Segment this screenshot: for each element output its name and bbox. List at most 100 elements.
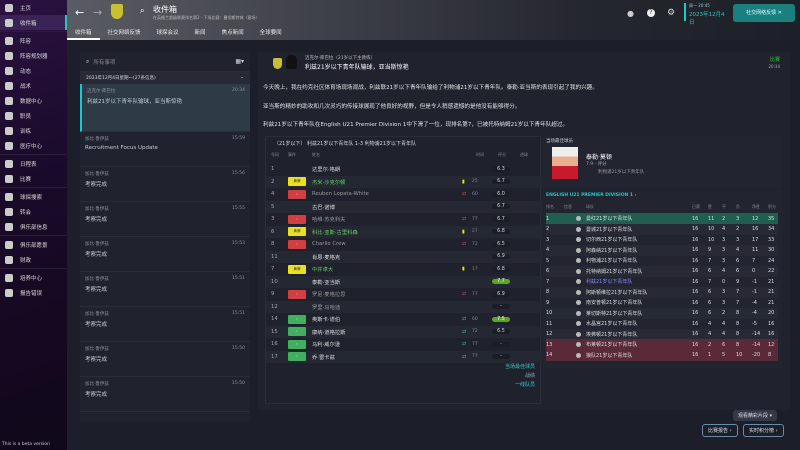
player-row[interactable]: 6 黄牌 科比·亚斯·古里科森 ▮ 27 6.8 — [266, 225, 542, 238]
player-row[interactable]: 5 古巴·诺博 6.7 — [266, 200, 542, 213]
player-row[interactable]: 14 › 奥斯卡·道伯 ⇄ 60 7.5 — [266, 313, 542, 325]
sidebar-item[interactable]: 数据中心 — [0, 93, 67, 108]
sidebar-item[interactable]: 财政 — [0, 252, 67, 267]
link[interactable]: 一线队员 — [514, 382, 535, 388]
league-row[interactable]: 3 切尔西21岁以下青年队 16 10 3 3 17 33 — [546, 236, 775, 244]
column-header[interactable]: 进球 — [520, 152, 528, 157]
link[interactable]: 当场最佳球员 — [504, 364, 535, 370]
player-row[interactable]: 3 ‹ 哈维·苏克利夫 ⇄ 77 6.7 — [266, 213, 542, 225]
inbox-message[interactable]: 加比·鲁伊兹 15:55 考察完成 — [80, 202, 250, 237]
message-sender[interactable]: 迈克尔·库巴拉（21岁以下主教练） — [305, 56, 376, 61]
inbox-message[interactable]: 加比·鲁伊兹 15:56 考察完成 — [80, 167, 250, 202]
league-row[interactable]: 7 利兹21岁以下青年队 16 7 0 9 -1 21 — [546, 278, 775, 286]
league-row[interactable]: 9 南安普顿21岁以下青年队 16 6 3 7 -4 21 — [546, 299, 775, 307]
sidebar-item[interactable]: 阵容规划器 — [0, 48, 67, 63]
player-row[interactable]: 8 ‹ Charlie Crew ⇄ 72 6.5 — [266, 238, 542, 250]
player-row[interactable]: 9 ‹ 罗尼·麦格拉思 ⇄ 77 6.9 — [266, 288, 542, 300]
column-header[interactable]: 胜 — [708, 204, 712, 209]
league-row[interactable]: 13 布莱顿21岁以下青年队 16 2 6 8 -14 12 — [546, 339, 778, 350]
sidebar-item[interactable]: 报告错误 — [0, 285, 67, 300]
sidebar-item[interactable]: 阵容 — [0, 33, 67, 48]
league-row[interactable]: 14 狼队21岁以下青年队 16 1 5 10 -20 8 — [546, 349, 778, 361]
search-input[interactable]: ⌕ 所有事项 ▦▾ — [80, 52, 250, 72]
league-row[interactable]: 1 曼红21岁以下青年队 16 11 2 3 12 35 — [546, 213, 778, 224]
club-badge-icon[interactable] — [111, 4, 123, 19]
search-icon[interactable]: ⌕ — [140, 6, 145, 15]
column-header[interactable]: 时间 — [476, 152, 484, 157]
column-header[interactable]: 姓名 — [312, 152, 320, 157]
column-header[interactable]: 号码 — [271, 152, 279, 157]
watch-highlights-button[interactable]: 观看精彩片段 ▾ — [733, 410, 778, 421]
settings-icon[interactable]: ⚙ — [667, 8, 676, 18]
league-row[interactable]: 4 阿森纳21岁以下青年队 16 9 3 4 11 30 — [546, 244, 778, 256]
match-report-button[interactable]: 比赛报告 › — [702, 424, 738, 437]
sidebar-item[interactable]: 训练 — [0, 123, 67, 138]
player-row[interactable]: 11 肖恩·麦格克 6.9 — [266, 250, 542, 263]
tab[interactable]: 新闻 — [194, 30, 206, 36]
column-header[interactable]: 事件 — [288, 152, 296, 157]
player-row[interactable]: 2 黄牌 杰米·沙克尔顿 ▮ 25 6.7 — [266, 175, 542, 188]
league-row[interactable]: 2 曼城21岁以下青年队 16 10 4 2 16 34 — [546, 223, 778, 235]
forward-icon[interactable]: → — [93, 6, 103, 19]
league-row[interactable]: 12 埃弗顿21岁以下青年队 16 4 4 8 -14 16 — [546, 328, 778, 340]
sidebar-item[interactable]: 主页 — [0, 0, 67, 15]
column-header[interactable]: 球队 — [586, 204, 594, 209]
column-header[interactable]: 评分 — [498, 152, 506, 157]
player-row[interactable]: 1 达里尔·格朗 6.3 — [266, 163, 542, 175]
sidebar-item[interactable]: 医疗中心 — [0, 138, 67, 153]
help-icon[interactable]: ? — [647, 9, 655, 17]
column-header[interactable]: 信息 — [564, 204, 572, 209]
league-row[interactable]: 8 阿斯顿维拉21岁以下青年队 16 6 3 7 -1 21 — [546, 286, 778, 298]
live-table-button[interactable]: 实时积分榜 › — [743, 424, 784, 437]
sidebar-item[interactable]: 俱乐部愿景 — [0, 237, 67, 252]
player-row[interactable]: 12 罗里·马哈迪 - — [266, 300, 542, 313]
league-row[interactable]: 5 利物浦21岁以下青年队 16 7 3 6 7 24 — [546, 257, 775, 265]
sidebar-item[interactable]: 职员 — [0, 108, 67, 123]
player-row[interactable]: 15 › 康纳·道格拉斯 ⇄ 72 6.5 — [266, 325, 542, 338]
link[interactable]: 战绩 — [524, 373, 535, 379]
tab[interactable]: 收件箱 — [67, 27, 100, 40]
player-of-match-card[interactable]: 当场最佳球员 泰勒·莫顿 7.9 - 评分 利物浦21岁以下青年队 — [542, 136, 782, 188]
column-header[interactable]: 积分 — [768, 204, 776, 209]
column-header[interactable]: 已赛 — [692, 204, 700, 209]
player-row[interactable]: 4 ‹ Reuben Lopata-White ⇄ 60 6.0 — [266, 188, 542, 200]
game-date[interactable]: 2023年12月4日 — [689, 12, 725, 26]
inbox-message[interactable]: 加比·鲁伊兹 15:50 考察完成 — [80, 377, 250, 412]
tab[interactable]: 焦点新闻 — [221, 30, 244, 36]
player-row[interactable]: 7 黄牌 中井卓大 ▮ 17 6.8 — [266, 263, 542, 275]
sidebar-item[interactable]: 培养中心 — [0, 270, 67, 285]
inbox-message[interactable]: 加比·鲁伊兹 15:51 考察完成 — [80, 272, 250, 307]
column-header[interactable]: 负 — [736, 204, 740, 209]
inbox-group-header[interactable]: 2023年12月4日星期一(27条信息) ⌄ — [80, 72, 250, 84]
column-header[interactable]: 平 — [722, 204, 726, 209]
inbox-message[interactable]: 加比·鲁伊兹 15:50 考察完成 — [80, 342, 250, 377]
back-icon[interactable]: ← — [75, 6, 85, 19]
league-row[interactable]: 6 托特纳姆21岁以下青年队 16 6 4 6 0 22 — [546, 265, 778, 277]
sidebar-item[interactable]: 转会 — [0, 204, 67, 219]
tab[interactable]: 全球要闻 — [259, 30, 282, 36]
inbox-message[interactable]: 加比·鲁伊兹 15:51 考察完成 — [80, 307, 250, 342]
sidebar-item[interactable]: 战术 — [0, 78, 67, 93]
sidebar-item[interactable]: 俱乐部信息 — [0, 219, 67, 234]
player-row[interactable]: 10 泰勒·亚当斯 7.7 — [266, 275, 542, 288]
sidebar-item[interactable]: 日程表 — [0, 156, 67, 171]
column-header[interactable]: 排名 — [546, 204, 554, 209]
sidebar-item[interactable]: 球探搜索 — [0, 189, 67, 204]
tab[interactable]: 球探会议 — [156, 30, 179, 36]
filter-dropdown[interactable]: ▦▾ — [235, 58, 244, 65]
inbox-message[interactable]: 加比·鲁伊兹 15:59 Recruitment Focus Update — [80, 132, 250, 167]
league-row[interactable]: 11 水晶宫21岁以下青年队 16 4 4 8 -5 16 — [546, 320, 775, 328]
player-row[interactable]: 17 › 乔·雷卡兹 ⇄ 77- — [266, 350, 542, 363]
player-row[interactable]: 16 › 马利·威尔逊 ⇄ 77- — [266, 338, 542, 350]
sidebar-item[interactable]: 收件箱 — [0, 15, 67, 30]
column-header[interactable]: 净胜 — [752, 204, 760, 209]
match-title[interactable]: （21岁以下） 利兹21岁以下青年队 1-3 利物浦21岁以下青年队 — [274, 141, 417, 147]
league-row[interactable]: 10 莱切斯特21岁以下青年队 16 6 2 8 -4 20 — [546, 307, 778, 319]
sidebar-item[interactable]: 动态 — [0, 63, 67, 78]
lightbulb-icon[interactable]: ● — [627, 9, 634, 18]
sidebar-item[interactable]: 比赛 — [0, 171, 67, 186]
inbox-message[interactable]: 加比·鲁伊兹 15:53 考察完成 — [80, 237, 250, 272]
social-feedback-button[interactable]: 社交网络反馈 ✕ — [733, 4, 795, 22]
inbox-message[interactable]: 迈克尔·库巴拉 20:34 利兹21岁以下青年队输球，亚当斯惊艳 — [80, 84, 250, 132]
tab[interactable]: 社交网络反馈 — [107, 30, 141, 36]
